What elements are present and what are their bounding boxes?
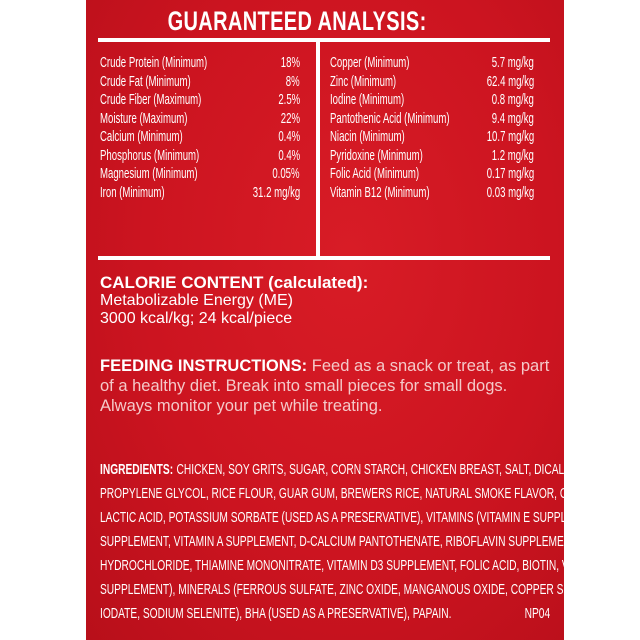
feeding-instructions: FEEDING INSTRUCTIONS: Feed as a snack or… (100, 356, 550, 416)
nutrient-label: Calcium (Minimum) (100, 128, 183, 145)
guaranteed-analysis-title: GUARANTEED ANALYSIS: (167, 6, 427, 36)
analysis-row: Magnesium (Minimum) 0.05% (100, 165, 300, 184)
ingredients-line: SUPPLEMENT), MINERALS (FERROUS SULFATE, … (100, 582, 640, 606)
nutrient-value: 5.7 mg/kg (491, 54, 534, 71)
analysis-row: Copper (Minimum) 5.7 mg/kg (330, 54, 534, 73)
nutrient-label: Copper (Minimum) (330, 54, 410, 71)
product-code: NP04 (524, 605, 551, 622)
analysis-left-column: Crude Protein (Minimum) 18% Crude Fat (Min… (100, 54, 300, 202)
calorie-line-1: Metabolizable Energy (ME) (100, 292, 293, 309)
nutrient-value: 9.4 mg/kg (491, 109, 534, 127)
ingredients-text: PROPYLENE GLYCOL, RICE FLOUR, GUAR GUM, … (100, 485, 640, 502)
analysis-row: Pyridoxine (Minimum) 1.2 mg/kg (330, 147, 534, 166)
nutrient-value: 0.8 mg/kg (491, 91, 534, 108)
analysis-row: Crude Fat (Minimum) 8% (100, 73, 300, 92)
feeding-heading: FEEDING INSTRUCTIONS: (100, 357, 308, 375)
calorie-heading: CALORIE CONTENT (calculated): (100, 273, 369, 292)
nutrient-value: 31.2 mg/kg (252, 183, 301, 201)
table-bottom-divider (98, 256, 550, 260)
nutrition-label: GUARANTEED ANALYSIS: Crude Protein (Mini… (86, 0, 640, 640)
analysis-row: Vitamin B12 (Minimum) 0.03 mg/kg (330, 184, 534, 203)
nutrient-value: 0.17 mg/kg (486, 165, 535, 182)
nutrient-label: Magnesium (Minimum) (100, 165, 198, 182)
analysis-row: Iron (Minimum) 31.2 mg/kg (100, 184, 300, 203)
nutrient-value: 62.4 mg/kg (486, 72, 535, 90)
analysis-row: Moisture (Maximum) 22% (100, 110, 300, 129)
analysis-row: Calcium (Minimum) 0.4% (100, 128, 300, 147)
nutrient-label: Folic Acid (Minimum) (330, 165, 420, 182)
analysis-row: Folic Acid (Minimum) 0.17 mg/kg (330, 165, 534, 184)
ingredients-text: SUPPLEMENT, VITAMIN A SUPPLEMENT, D-CALC… (100, 533, 640, 550)
nutrient-label: Crude Protein (Minimum) (100, 54, 208, 71)
analysis-row: Crude Protein (Minimum) 18% (100, 54, 300, 73)
ingredients-text: CHICKEN, SOY GRITS, SUGAR, CORN STARCH, … (176, 461, 640, 478)
analysis-row: Zinc (Minimum) 62.4 mg/kg (330, 73, 534, 92)
analysis-right-column: Copper (Minimum) 5.7 mg/kg Zinc (Minimum) 6… (330, 54, 534, 202)
nutrient-label: Niacin (Minimum) (330, 128, 405, 145)
nutrient-value: 0.4% (278, 128, 300, 145)
nutrient-label: Iodine (Minimum) (330, 91, 405, 108)
nutrient-label: Crude Fat (Minimum) (100, 72, 191, 90)
nutrient-value: 18% (280, 54, 300, 71)
analysis-row: Phosphorus (Minimum) 0.4% (100, 147, 300, 166)
nutrient-value: 10.7 mg/kg (486, 128, 535, 145)
ingredients-text: SUPPLEMENT), MINERALS (FERROUS SULFATE, … (100, 581, 640, 598)
analysis-row: Niacin (Minimum) 10.7 mg/kg (330, 128, 534, 147)
nutrient-value: 0.03 mg/kg (486, 183, 535, 201)
nutrient-value: 0.05% (272, 165, 300, 182)
nutrient-label: Crude Fiber (Maximum) (100, 91, 202, 108)
ingredients-heading: INGREDIENTS: (100, 461, 174, 478)
ingredients-line: HYDROCHLORIDE, THIAMINE MONONITRATE, VIT… (100, 558, 623, 582)
nutrient-label: Pantothenic Acid (Minimum) (330, 109, 450, 127)
nutrient-label: Iron (Minimum) (100, 183, 165, 201)
ingredients-line: LACTIC ACID, POTASSIUM SORBATE (USED AS … (100, 510, 640, 534)
ingredients-text: HYDROCHLORIDE, THIAMINE MONONITRATE, VIT… (100, 557, 624, 574)
nutrient-value: 2.5% (278, 91, 300, 108)
ingredients: INGREDIENTS: CHICKEN, SOY GRITS, SUGAR, C… (100, 461, 640, 630)
ingredients-text: IODATE, SODIUM SELENITE), BHA (USED AS A… (100, 605, 452, 622)
ingredients-line: PROPYLENE GLYCOL, RICE FLOUR, GUAR GUM, … (100, 486, 640, 510)
table-top-divider (98, 38, 550, 42)
calorie-line-2: 3000 kcal/kg; 24 kcal/piece (100, 310, 293, 327)
nutrient-label: Moisture (Maximum) (100, 109, 188, 127)
nutrient-label: Vitamin B12 (Minimum) (330, 183, 430, 201)
calorie-content: CALORIE CONTENT (calculated): Metaboliza… (100, 274, 368, 328)
analysis-row: Pantothenic Acid (Minimum) 9.4 mg/kg (330, 110, 534, 129)
analysis-row: Crude Fiber (Maximum) 2.5% (100, 91, 300, 110)
ingredients-line: SUPPLEMENT, VITAMIN A SUPPLEMENT, D-CALC… (100, 534, 640, 558)
nutrient-value: 1.2 mg/kg (491, 146, 534, 164)
nutrient-value: 0.4% (278, 146, 300, 164)
nutrient-label: Zinc (Minimum) (330, 72, 397, 90)
nutrient-value: 8% (286, 72, 300, 90)
feeding-text: Feed as a snack or treat, as part of a h… (100, 357, 550, 415)
table-column-divider (316, 38, 320, 258)
ingredients-line: IODATE, SODIUM SELENITE), BHA (USED AS A… (100, 606, 550, 630)
nutrient-value: 22% (280, 109, 300, 127)
ingredients-text: LACTIC ACID, POTASSIUM SORBATE (USED AS … (100, 509, 640, 526)
ingredients-line: INGREDIENTS: CHICKEN, SOY GRITS, SUGAR, C… (100, 461, 640, 486)
nutrient-label: Pyridoxine (Minimum) (330, 146, 423, 164)
analysis-row: Iodine (Minimum) 0.8 mg/kg (330, 91, 534, 110)
nutrient-label: Phosphorus (Minimum) (100, 146, 200, 164)
